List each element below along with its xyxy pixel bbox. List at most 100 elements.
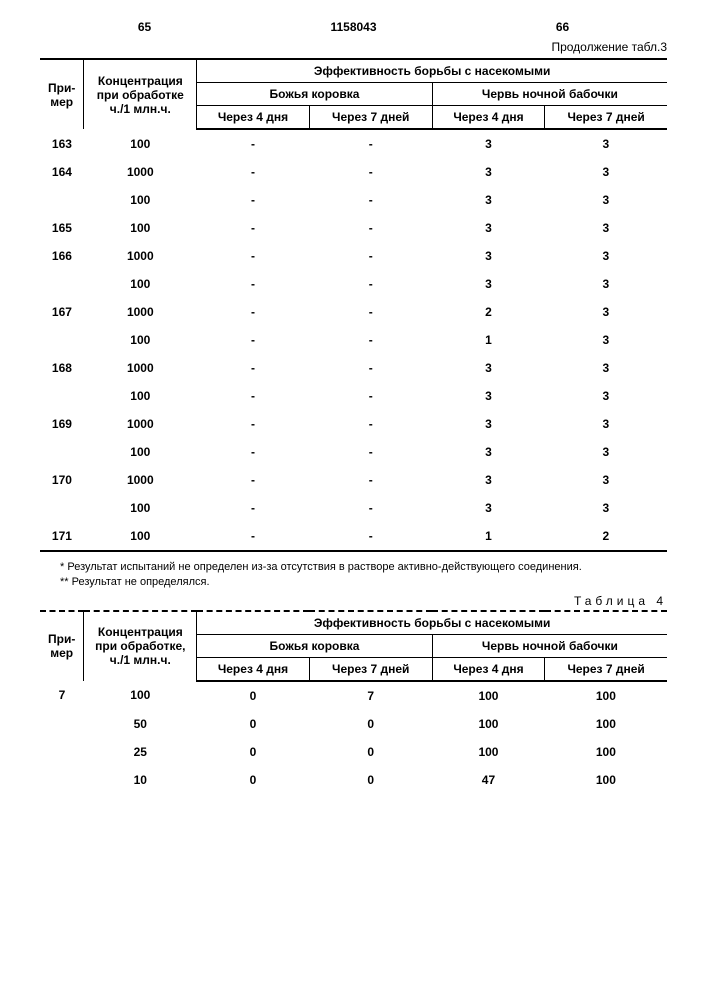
continuation-label: Продолжение табл.3	[40, 40, 667, 54]
cell: 100	[84, 382, 197, 410]
cell: 3	[432, 494, 544, 522]
cell	[40, 766, 84, 794]
cell: 3	[545, 354, 667, 382]
cell: -	[197, 270, 309, 298]
table-row: 1701000--33	[40, 466, 667, 494]
cell: -	[309, 438, 432, 466]
cell: 1	[432, 522, 544, 551]
cell: 3	[545, 494, 667, 522]
t4-hdr-7d-a: Через 7 дней	[309, 657, 432, 681]
t3-hdr-primer: При- мер	[40, 59, 84, 129]
cell: 3	[432, 354, 544, 382]
t3-hdr-sub2: Червь ночной бабочки	[432, 83, 667, 106]
cell: 1000	[84, 242, 197, 270]
cell: 3	[545, 382, 667, 410]
t4-hdr-eff: Эффективность борьбы с насекомыми	[197, 611, 667, 635]
page-numbers: 65 1158043 66	[40, 20, 667, 34]
cell	[40, 738, 84, 766]
t3-hdr-4d-a: Через 4 дня	[197, 106, 309, 130]
cell: 25	[84, 738, 197, 766]
table-row: 100047100	[40, 766, 667, 794]
cell: -	[309, 382, 432, 410]
table-3: При- мер Концентрация при обработке ч./1…	[40, 58, 667, 552]
cell: -	[197, 326, 309, 354]
cell: 100	[84, 326, 197, 354]
cell: 100	[432, 738, 544, 766]
cell: 3	[432, 382, 544, 410]
cell: 100	[84, 270, 197, 298]
footnotes: * Результат испытаний не определен из-за…	[60, 560, 667, 590]
cell: -	[197, 129, 309, 158]
t3-hdr-konc: Концентрация при обработке ч./1 млн.ч.	[84, 59, 197, 129]
cell	[40, 494, 84, 522]
cell: -	[197, 158, 309, 186]
cell: -	[309, 354, 432, 382]
table-row: 2500100100	[40, 738, 667, 766]
cell: 100	[84, 681, 197, 710]
cell	[40, 710, 84, 738]
cell: 50	[84, 710, 197, 738]
cell: 0	[197, 681, 309, 710]
table-row: 100--33	[40, 270, 667, 298]
cell: -	[197, 214, 309, 242]
cell: -	[309, 494, 432, 522]
cell: -	[309, 242, 432, 270]
cell: 163	[40, 129, 84, 158]
cell: -	[197, 298, 309, 326]
cell: 2	[545, 522, 667, 551]
t4-hdr-primer: При- мер	[40, 611, 84, 681]
cell: 1000	[84, 354, 197, 382]
cell: 100	[545, 710, 667, 738]
footnote-2: ** Результат не определялся.	[60, 575, 667, 590]
cell: 3	[545, 410, 667, 438]
t4-hdr-konc: Концентрация при обработке, ч./1 млн.ч.	[84, 611, 197, 681]
table-row: 100--33	[40, 382, 667, 410]
cell: 3	[432, 410, 544, 438]
cell	[40, 382, 84, 410]
cell: 100	[84, 129, 197, 158]
cell: 3	[432, 270, 544, 298]
cell: 170	[40, 466, 84, 494]
cell: 7	[309, 681, 432, 710]
cell: 0	[309, 710, 432, 738]
cell: 100	[84, 494, 197, 522]
cell: 7	[40, 681, 84, 710]
cell: 3	[432, 438, 544, 466]
cell: -	[309, 129, 432, 158]
cell: -	[197, 522, 309, 551]
cell: 3	[545, 186, 667, 214]
t3-hdr-7d-a: Через 7 дней	[309, 106, 432, 130]
table-row: 1671000--23	[40, 298, 667, 326]
table-row: 165100--33	[40, 214, 667, 242]
t3-hdr-7d-b: Через 7 дней	[545, 106, 667, 130]
cell: 3	[545, 214, 667, 242]
cell: -	[197, 466, 309, 494]
cell: 10	[84, 766, 197, 794]
cell: -	[309, 326, 432, 354]
cell: -	[309, 158, 432, 186]
cell: 100	[432, 710, 544, 738]
cell	[40, 438, 84, 466]
table-row: 100--33	[40, 186, 667, 214]
cell: 100	[432, 681, 544, 710]
cell: -	[309, 466, 432, 494]
table-row: 163100--33	[40, 129, 667, 158]
cell: 0	[197, 738, 309, 766]
cell	[40, 186, 84, 214]
cell: 0	[197, 766, 309, 794]
cell: 1000	[84, 466, 197, 494]
cell: 1000	[84, 410, 197, 438]
table-row: 1661000--33	[40, 242, 667, 270]
t4-hdr-7d-b: Через 7 дней	[545, 657, 667, 681]
cell: 167	[40, 298, 84, 326]
doc-number: 1158043	[249, 20, 458, 34]
cell: 100	[545, 766, 667, 794]
table-row: 1641000--33	[40, 158, 667, 186]
cell: 0	[309, 766, 432, 794]
cell: -	[197, 186, 309, 214]
cell: 3	[432, 186, 544, 214]
cell: 47	[432, 766, 544, 794]
cell	[40, 270, 84, 298]
cell: 1000	[84, 158, 197, 186]
t4-hdr-sub1: Божья коровка	[197, 634, 433, 657]
